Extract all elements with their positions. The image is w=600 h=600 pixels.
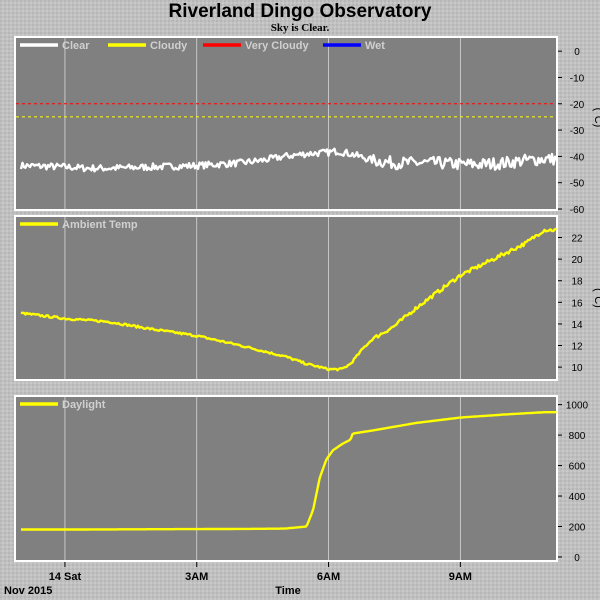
series-line-ambient-temp bbox=[20, 227, 557, 372]
legend-label: Cloudy bbox=[150, 40, 188, 52]
y-tick-label: -60 bbox=[570, 205, 585, 216]
panel-ambient: 22 20 18 16 14 12 10 (°C) Ambient Temp bbox=[14, 215, 600, 381]
y-tick-label: 200 bbox=[569, 522, 586, 533]
y-axis-label: (°C) bbox=[592, 288, 600, 308]
legend-label: Ambient Temp bbox=[62, 219, 138, 231]
y-tick-label: 18 bbox=[571, 277, 583, 288]
legend-item: Very Cloudy bbox=[203, 40, 309, 52]
y-tick-label: 14 bbox=[571, 320, 583, 331]
y-tick-label: 800 bbox=[569, 431, 586, 442]
legend-item: Daylight bbox=[20, 399, 106, 411]
legend-label: Wet bbox=[365, 40, 385, 52]
y-tick-label: 600 bbox=[569, 462, 586, 473]
x-axis-label: Time bbox=[275, 585, 300, 597]
y-tick-label: -10 bbox=[570, 73, 585, 84]
x-tick-label: 9AM bbox=[449, 571, 472, 583]
legend-label: Very Cloudy bbox=[245, 40, 309, 52]
x-tick-label: 6AM bbox=[317, 571, 340, 583]
y-tick-label: 400 bbox=[569, 492, 586, 503]
y-tick-label: -50 bbox=[570, 179, 585, 190]
panel-sky: 0 -10 -20 -30 -40 -50 -60 (°C) Clear Cloudy Very C… bbox=[14, 36, 600, 216]
legend-label: Clear bbox=[62, 40, 90, 52]
y-tick-label: 12 bbox=[571, 342, 583, 353]
legend-item: Wet bbox=[323, 40, 385, 52]
plot-area bbox=[16, 38, 556, 209]
y-tick-label: 10 bbox=[571, 363, 583, 374]
y-tick-label: 0 bbox=[574, 553, 580, 564]
legend-item: Cloudy bbox=[108, 40, 188, 52]
y-tick-label: -30 bbox=[570, 126, 585, 137]
y-tick-label: -40 bbox=[570, 152, 585, 163]
panel-daylight: 1000 800 600 400 200 0 Daylight bbox=[14, 395, 589, 564]
y-tick-label: 22 bbox=[571, 234, 583, 245]
sky-status-subtitle: Sky is Clear. bbox=[270, 22, 330, 34]
x-axis: 14 Sat 3AM 6AM 9AM Nov 2015 Time bbox=[4, 562, 472, 597]
series-line-clear bbox=[19, 147, 558, 173]
x-date-label: Nov 2015 bbox=[4, 585, 52, 597]
plot-area bbox=[16, 397, 556, 560]
legend-item: Clear bbox=[20, 40, 90, 52]
y-tick-label: 0 bbox=[574, 47, 580, 58]
y-tick-label: 16 bbox=[571, 298, 583, 309]
y-tick-label: 1000 bbox=[566, 401, 589, 412]
plot-area bbox=[16, 217, 556, 379]
x-tick-label: 14 Sat bbox=[49, 571, 82, 583]
legend-item: Ambient Temp bbox=[20, 219, 138, 231]
y-tick-label: 20 bbox=[571, 255, 583, 266]
chart-title: Riverland Dingo Observatory bbox=[168, 1, 432, 22]
series-line-daylight bbox=[21, 411, 557, 531]
y-tick-label: -20 bbox=[570, 100, 585, 111]
x-tick-label: 3AM bbox=[185, 571, 208, 583]
legend-label: Daylight bbox=[62, 399, 106, 411]
y-axis-label: (°C) bbox=[592, 108, 600, 128]
